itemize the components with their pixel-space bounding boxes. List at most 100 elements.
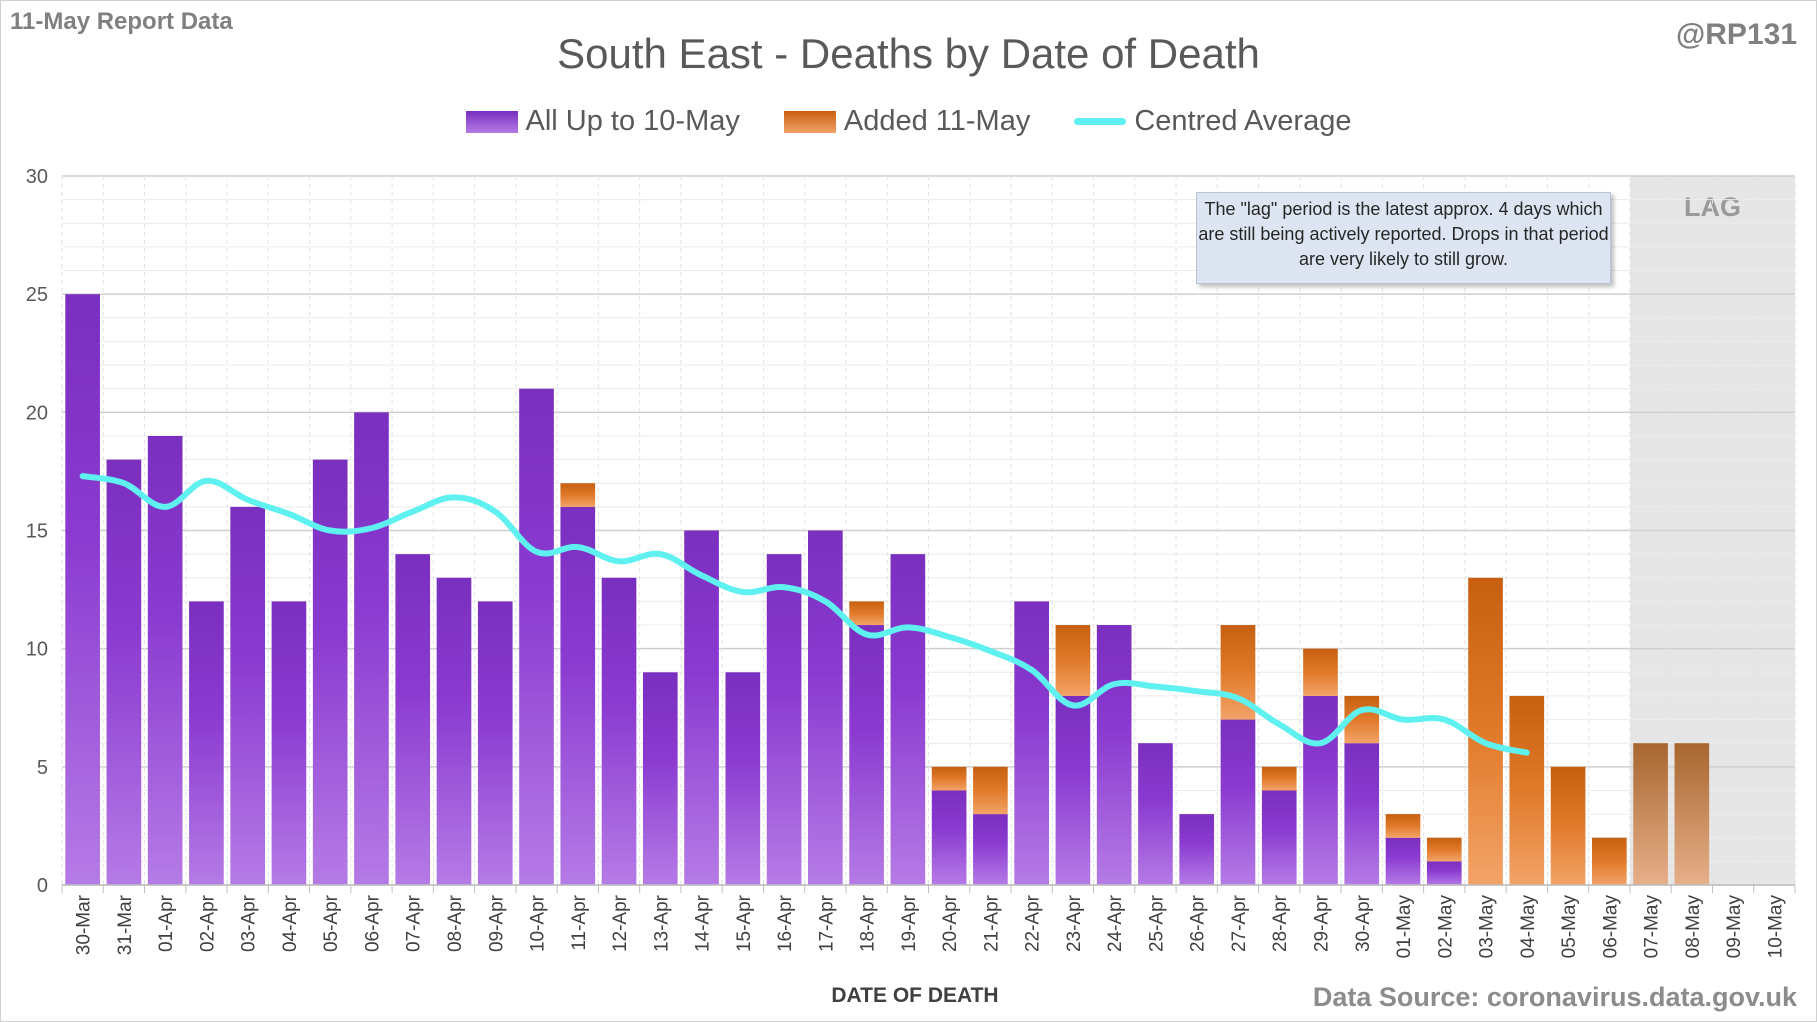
bar-all-up-to <box>642 672 678 885</box>
bar-all-up-to <box>684 530 719 885</box>
bar-all-up-to <box>766 554 802 885</box>
bar-all-up-to <box>65 294 100 886</box>
bar-all-up-to <box>849 625 884 885</box>
bar-added <box>1303 648 1338 696</box>
lag-note-box: The "lag" period is the latest approx. 4… <box>1196 192 1611 284</box>
bar-added <box>1674 743 1710 885</box>
bar-all-up-to <box>890 554 926 885</box>
x-tick-label: 16-Apr <box>775 894 796 952</box>
bar-all-up-to <box>519 388 554 885</box>
bar-all-up-to <box>477 601 513 885</box>
y-tick-label: 5 <box>37 757 48 779</box>
x-tick-label: 02-Apr <box>197 894 218 952</box>
average-line-layer <box>79 473 1530 756</box>
bar-added <box>1468 577 1503 885</box>
bar-added <box>931 766 967 791</box>
x-tick-label: 02-May <box>1435 895 1456 959</box>
x-tick-label: 23-Apr <box>1064 894 1085 952</box>
x-tick-label: 24-Apr <box>1105 894 1126 952</box>
x-tick-label: 08-May <box>1683 895 1704 959</box>
bar-added <box>1509 695 1545 885</box>
legend-swatch-line <box>1074 118 1127 125</box>
y-tick-label: 25 <box>26 284 48 306</box>
bar-added <box>1385 814 1421 838</box>
report-label: 11-May Report Data <box>10 8 233 35</box>
y-tick-label: 15 <box>26 521 48 543</box>
bar-all-up-to <box>1138 743 1173 885</box>
bar-added <box>1591 837 1627 885</box>
legend-swatch-orange <box>783 110 836 133</box>
x-tick-label: 18-Apr <box>858 894 879 952</box>
bar-all-up-to <box>931 790 967 885</box>
bar-all-up-to <box>1179 814 1215 885</box>
legend-label-orange: Added 11-May <box>843 105 1031 137</box>
legend-item-all-up-to: All Up to 10-May <box>465 105 740 138</box>
x-tick-label: 04-Apr <box>280 894 301 952</box>
bar-all-up-to <box>1220 719 1256 885</box>
x-tick-label: 01-May <box>1394 895 1415 959</box>
x-tick-label: 10-Apr <box>528 894 549 952</box>
x-tick-label: 03-May <box>1477 895 1498 959</box>
x-tick-label: 31-Mar <box>115 894 136 955</box>
y-tick-label: 30 <box>26 166 48 188</box>
x-tick-label: 21-Apr <box>981 894 1002 952</box>
x-tick-label: 12-Apr <box>610 894 631 952</box>
bar-all-up-to <box>560 506 596 885</box>
bars <box>65 294 1710 886</box>
legend-item-average: Centred Average <box>1074 105 1351 138</box>
legend-label-line: Centred Average <box>1134 105 1352 137</box>
x-tick-label: 20-Apr <box>940 894 961 952</box>
x-tick-label: 10-May <box>1765 895 1786 959</box>
x-tick-label: 09-Apr <box>486 894 507 952</box>
bar-added <box>1055 625 1091 696</box>
y-tick-label: 10 <box>26 639 48 661</box>
bar-all-up-to <box>354 412 389 885</box>
legend-swatch-purple <box>465 110 518 133</box>
x-axis-title: DATE OF DEATH <box>831 984 999 1007</box>
x-tick-label: 05-Apr <box>321 894 342 952</box>
bar-all-up-to <box>1261 790 1297 885</box>
x-tick-label: 28-Apr <box>1270 894 1291 952</box>
x-tick-label: 05-May <box>1559 895 1580 959</box>
bar-added <box>1550 766 1586 885</box>
x-tick-label: 17-Apr <box>816 894 837 952</box>
bar-added <box>849 601 884 626</box>
bar-all-up-to <box>1344 743 1380 885</box>
legend: All Up to 10-May Added 11-May Centred Av… <box>0 105 1817 138</box>
x-tick-label: 09-May <box>1724 895 1745 959</box>
bar-all-up-to <box>1055 695 1091 885</box>
x-tick-label: 07-Apr <box>404 894 425 952</box>
centred-average-line <box>79 473 1530 756</box>
author-handle: @RP131 <box>1676 18 1797 51</box>
axes: 0 5 10 15 20 25 30 30-Mar 31-Mar 01-Apr 02-Apr 03-A… <box>26 166 1796 959</box>
x-tick-label: 11-Apr <box>569 894 590 950</box>
bar-all-up-to <box>725 672 761 885</box>
x-tick-label: 08-Apr <box>445 894 466 952</box>
x-tick-label: 13-Apr <box>651 894 672 952</box>
bar-all-up-to <box>1014 601 1049 885</box>
x-tick-label: 27-Apr <box>1229 894 1250 952</box>
bar-added <box>1261 766 1297 791</box>
x-tick-label: 30-Mar <box>74 894 95 955</box>
y-tick-label: 0 <box>37 875 48 897</box>
bar-all-up-to <box>395 554 431 885</box>
bar-added <box>1633 743 1668 885</box>
x-tick-label: 07-May <box>1642 895 1663 959</box>
x-tick-label: 15-Apr <box>734 894 755 952</box>
bar-all-up-to <box>973 814 1008 885</box>
x-tick-label: 03-Apr <box>239 894 260 952</box>
bar-all-up-to <box>106 459 142 885</box>
bar-all-up-to <box>601 577 637 885</box>
bar-all-up-to <box>271 601 307 885</box>
bar-added <box>1426 837 1462 862</box>
y-tick-label: 20 <box>26 402 48 424</box>
x-tick-label: 22-Apr <box>1023 894 1044 952</box>
bar-added <box>560 483 596 507</box>
bar-all-up-to <box>230 506 266 885</box>
bar-all-up-to <box>436 577 472 885</box>
bar-all-up-to <box>147 435 183 885</box>
legend-item-added: Added 11-May <box>783 105 1031 138</box>
legend-label-purple: All Up to 10-May <box>525 105 740 137</box>
x-tick-label: 26-Apr <box>1188 894 1209 952</box>
